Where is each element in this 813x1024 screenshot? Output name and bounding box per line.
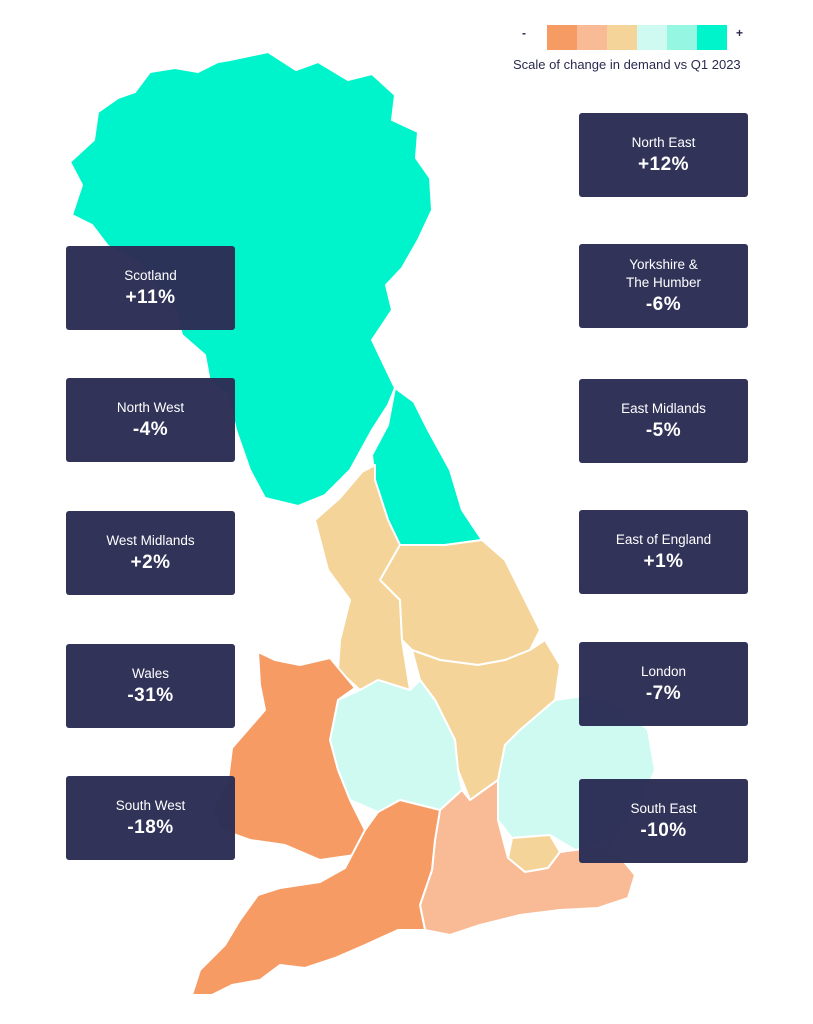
region-name: North East [631,134,696,150]
region-name: West Midlands [106,532,195,548]
label-north-east: North East +12% [579,113,748,197]
region-value: +12% [637,153,690,175]
region-name: North West [116,399,185,415]
label-east-of-england: East of England +1% [579,510,748,594]
label-london: London -7% [579,642,748,726]
legend-color-scale [547,25,727,50]
region-value: -7% [645,682,682,704]
label-scotland: Scotland +11% [66,246,235,330]
legend-swatch [667,25,697,50]
region-name: London [640,663,687,679]
region-name: South West [115,797,186,813]
label-north-west: North West -4% [66,378,235,462]
region-value: -5% [645,419,682,441]
legend-minus-label: - [522,26,526,40]
label-south-west: South West -18% [66,776,235,860]
label-east-midlands: East Midlands -5% [579,379,748,463]
label-yorkshire: Yorkshire & The Humber -6% [579,244,748,328]
region-name: Wales [131,665,169,681]
legend-swatch [607,25,637,50]
region-name: Yorkshire & The Humber [625,256,702,290]
label-west-midlands: West Midlands +2% [66,511,235,595]
region-value: -10% [640,819,687,841]
region-value: +1% [643,550,684,572]
legend-swatch [547,25,577,50]
region-value: -18% [127,816,174,838]
region-name: Scotland [124,267,177,283]
region-name: South East [630,800,697,816]
legend-plus-label: + [736,26,744,40]
legend-swatch [697,25,727,50]
label-wales: Wales -31% [66,644,235,728]
label-south-east: South East -10% [579,779,748,863]
region-value: -6% [645,293,682,315]
region-value: +11% [125,286,176,308]
region-name: East Midlands [621,400,706,416]
region-value: -31% [127,684,174,706]
region-name: East of England [615,531,712,547]
legend-swatch [637,25,667,50]
region-south-west[interactable] [191,799,441,996]
region-value: -4% [132,418,169,440]
legend-swatch [577,25,607,50]
region-value: +2% [130,551,171,573]
region-scotland[interactable] [69,51,433,507]
legend-title: Scale of change in demand vs Q1 2023 [513,57,741,72]
